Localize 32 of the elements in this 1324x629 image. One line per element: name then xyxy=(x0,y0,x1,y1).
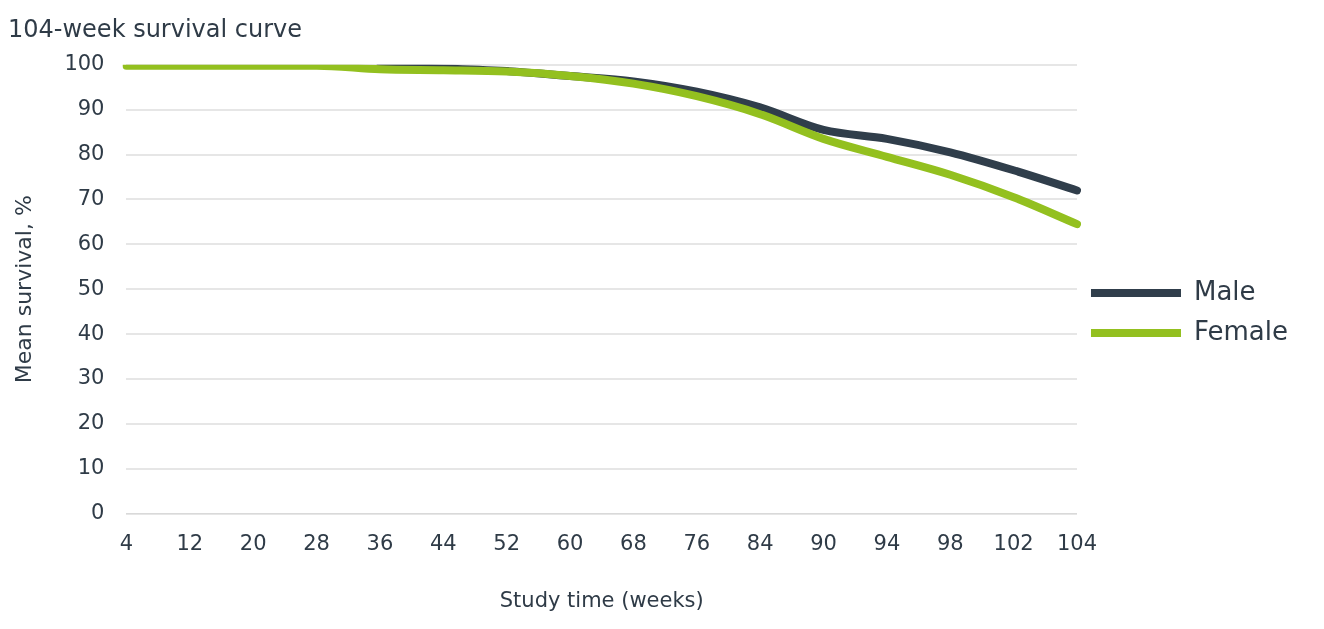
x-tick-label: 12 xyxy=(176,530,204,555)
y-tick-label: 60 xyxy=(77,230,105,255)
legend-label: Male xyxy=(1193,275,1256,306)
x-tick-label: 84 xyxy=(746,530,774,555)
y-tick-label: 100 xyxy=(64,51,105,76)
x-tick-label: 104 xyxy=(1056,530,1098,555)
x-axis-title: Study time (weeks) xyxy=(499,587,704,612)
chart-title: 104-week survival curve xyxy=(8,14,303,43)
x-tick-label: 20 xyxy=(239,530,267,555)
legend-label: Female xyxy=(1193,315,1289,346)
x-tick-label: 28 xyxy=(303,530,330,555)
x-tick-label: 94 xyxy=(873,530,901,555)
y-axis-title: Mean survival, % xyxy=(10,195,36,384)
y-tick-label: 90 xyxy=(77,96,105,121)
y-tick-label: 40 xyxy=(77,320,105,345)
y-tick-label: 30 xyxy=(77,365,105,390)
y-tick-label: 20 xyxy=(77,410,105,435)
x-tick-label: 52 xyxy=(493,530,521,555)
x-tick-label: 102 xyxy=(993,530,1034,555)
x-tick-label: 90 xyxy=(810,530,837,555)
x-tick-label: 76 xyxy=(683,530,711,555)
y-tick-label: 80 xyxy=(77,141,105,166)
y-tick-label: 50 xyxy=(77,275,105,300)
y-tick-label: 70 xyxy=(77,185,105,210)
x-tick-label: 60 xyxy=(556,530,584,555)
x-tick-label: 36 xyxy=(366,530,394,555)
y-tick-label: 10 xyxy=(77,455,105,480)
x-tick-label: 44 xyxy=(429,530,457,555)
x-tick-label: 68 xyxy=(620,530,647,555)
x-tick-label: 4 xyxy=(119,530,134,555)
y-tick-label: 0 xyxy=(91,500,105,525)
x-tick-label: 98 xyxy=(936,530,964,555)
